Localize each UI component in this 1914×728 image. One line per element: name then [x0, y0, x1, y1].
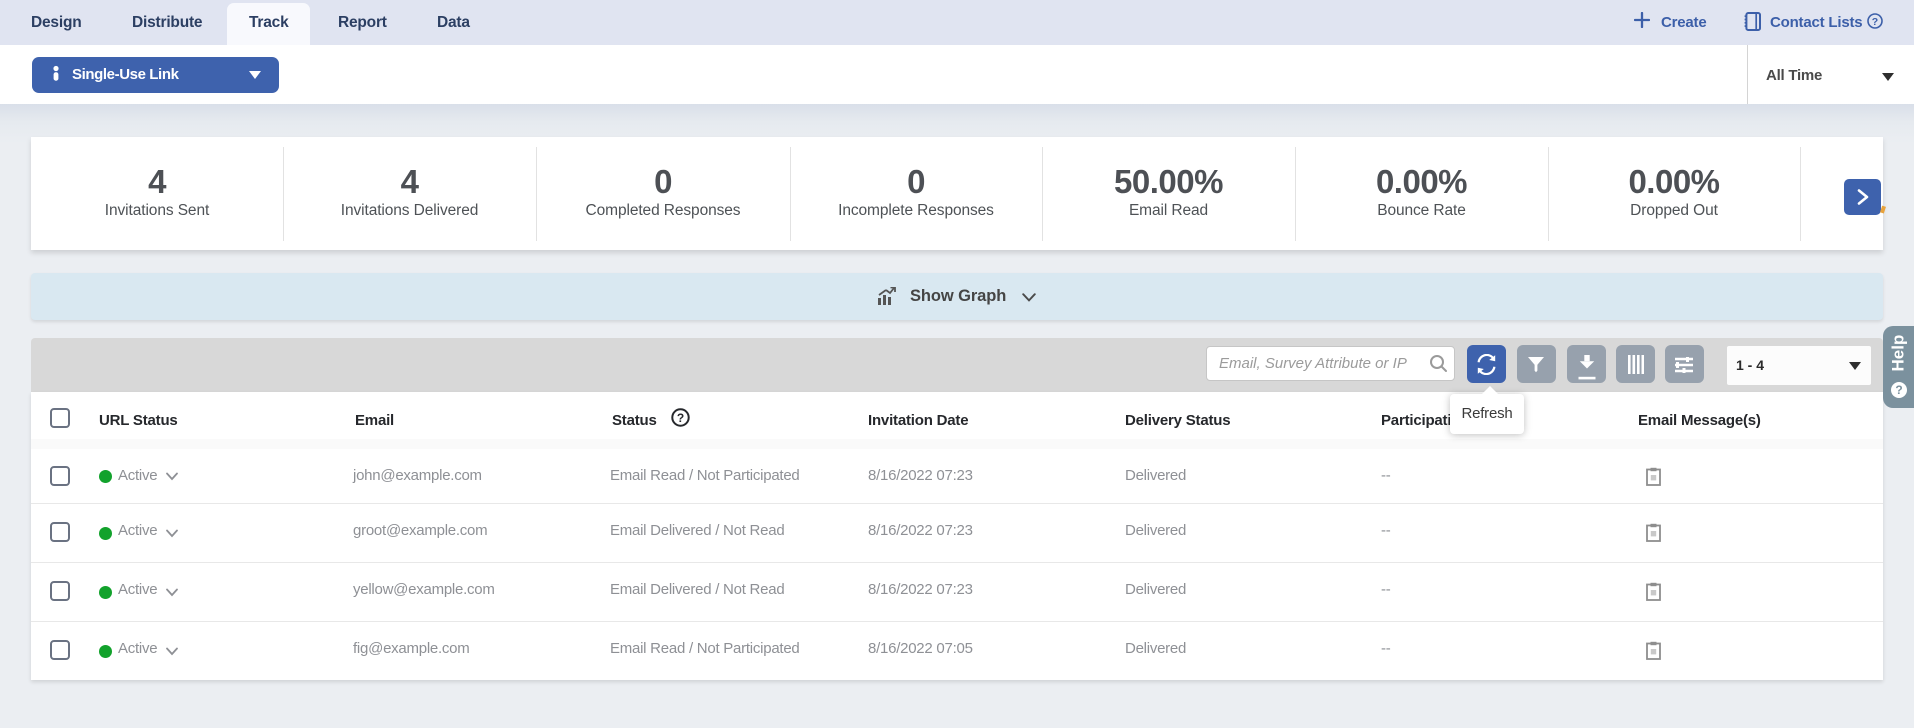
svg-text:?: ?: [677, 411, 684, 425]
svg-text:?: ?: [1872, 16, 1878, 28]
